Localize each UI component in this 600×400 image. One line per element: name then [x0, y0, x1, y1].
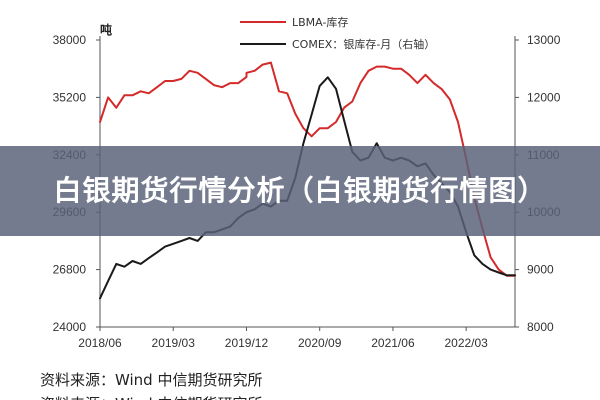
y-right-tick-label: 8000 [527, 320, 554, 334]
y-left-tick-label: 35200 [53, 90, 87, 104]
x-tick-label: 2022/03 [444, 336, 488, 350]
source-note-overflow: 资料来源：Wind 中信期货研究所 [40, 393, 300, 400]
legend-label-comex: COMEX：银库存-月（右轴） [292, 37, 435, 51]
y-left-tick-label: 38000 [53, 33, 87, 47]
y-right-tick-label: 9000 [527, 263, 554, 277]
legend: LBMA-库存 COMEX：银库存-月（右轴） [240, 15, 435, 51]
y-right-tick-label: 13000 [527, 33, 561, 47]
y-right-tick-label: 12000 [527, 90, 561, 104]
y-left-unit-label: 吨 [100, 22, 112, 37]
y-left-tick-label: 24000 [53, 320, 87, 334]
title-banner: 白银期货行情分析（白银期货行情图） [0, 146, 600, 236]
series-line-lbma [99, 61, 516, 277]
x-tick-label: 2019/03 [152, 336, 196, 350]
x-tick-label: 2020/09 [298, 336, 342, 350]
legend-label-lbma: LBMA-库存 [292, 15, 348, 29]
banner-title: 白银期货行情分析（白银期货行情图） [53, 174, 547, 207]
source-note: 资料来源：Wind 中信期货研究所 [40, 371, 263, 389]
y-left-tick-label: 26800 [53, 263, 87, 277]
x-tick-label: 2018/06 [78, 336, 122, 350]
x-tick-label: 2021/06 [371, 336, 415, 350]
x-tick-label: 2019/12 [225, 336, 269, 350]
